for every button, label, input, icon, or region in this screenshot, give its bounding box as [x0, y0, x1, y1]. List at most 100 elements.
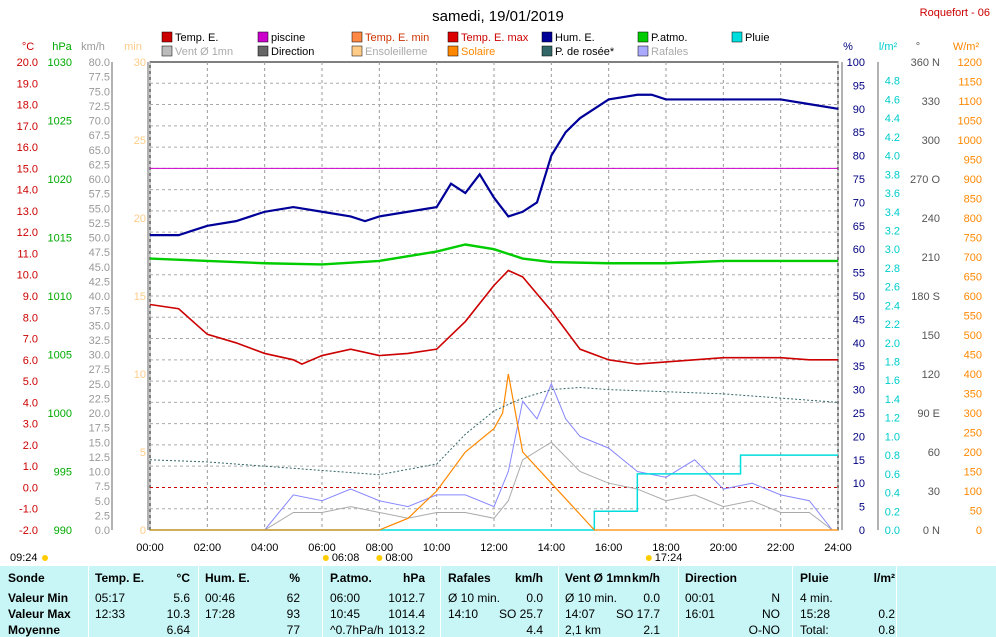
legend-swatch — [161, 45, 173, 57]
cell-right: 77 — [286, 623, 300, 637]
table-separator — [896, 566, 897, 637]
legend-label: P.atmo. — [651, 32, 688, 44]
axis-tick-7: 150 — [964, 467, 982, 479]
axis-tick-2: 70.0 — [89, 116, 110, 128]
axis-tick-7: 300 — [964, 408, 982, 420]
axis-tick-3: 5 — [140, 447, 146, 459]
axis-tick-0: 19.0 — [17, 78, 38, 90]
series-rafales — [150, 382, 838, 531]
axis-tick-2: 32.5 — [89, 335, 110, 347]
axis-tick-2: 62.5 — [89, 159, 110, 171]
cell-left: 17:28 — [205, 607, 236, 621]
axis-tick-7: 950 — [964, 155, 982, 167]
axis-tick-2: 7.5 — [95, 481, 110, 493]
axis-tick-7: 1150 — [958, 77, 982, 89]
axis-tick-3: 20 — [134, 213, 146, 225]
axis-tick-4: 40 — [853, 338, 865, 350]
axis-tick-2: 52.5 — [89, 218, 110, 230]
axis-tick-5: 3.4 — [885, 207, 900, 219]
axis-tick-1: 1015 — [48, 233, 72, 245]
header-0: Temp. E. — [95, 571, 145, 585]
axis-tick-5: 4.6 — [885, 94, 900, 106]
axis-tick-4: 10 — [853, 478, 865, 490]
legend-label: Ensoleilleme — [365, 46, 427, 58]
header-4: Vent Ø 1mn — [565, 571, 632, 585]
x-tick-label: 20:00 — [710, 542, 738, 554]
axis-tick-5: 1.4 — [885, 394, 900, 406]
axis-tick-5: 2.0 — [885, 338, 900, 350]
cell-right: 0.0 — [526, 591, 543, 605]
axis-tick-2: 27.5 — [89, 364, 110, 376]
axis-tick-2: 35.0 — [89, 320, 110, 332]
cell-right: 1012.7 — [388, 591, 425, 605]
axis-tick-0: 2.0 — [23, 440, 38, 452]
legend-swatch — [161, 31, 173, 43]
cell-left: 00:01 — [685, 591, 716, 605]
axis-tick-0: 4.0 — [23, 397, 38, 409]
axis-tick-2: 45.0 — [89, 262, 110, 274]
legend-swatch — [637, 31, 649, 43]
axis-tick-0: 20.0 — [17, 57, 38, 69]
legend-swatch — [257, 31, 269, 43]
cell-right: 62 — [286, 591, 300, 605]
header-sonde: Sonde — [8, 571, 45, 585]
axis-tick-6: 120 — [922, 369, 940, 381]
axis-tick-3: 10 — [134, 369, 146, 381]
axis-tick-5: 1.8 — [885, 357, 900, 369]
axis-tick-7: 600 — [964, 291, 982, 303]
axis-tick-7: 350 — [964, 389, 982, 401]
axis-tick-2: 47.5 — [89, 247, 110, 259]
axis-tick-0: 8.0 — [23, 312, 38, 324]
axis-tick-4: 25 — [853, 408, 865, 420]
legend-label: Rafales — [651, 46, 689, 58]
sun-mark-icon — [376, 555, 383, 561]
axis-tick-0: 1.0 — [23, 461, 38, 473]
legend-swatch — [447, 31, 459, 43]
axis-tick-0: 6.0 — [23, 355, 38, 367]
legend-label: Direction — [271, 46, 314, 58]
cell-left: Total: — [800, 623, 829, 637]
cell-left: ^0.7hPa/h — [330, 623, 384, 637]
axis-tick-5: 2.2 — [885, 319, 900, 331]
axis-tick-5: 0.2 — [885, 506, 900, 518]
axis-tick-6: 0 N — [923, 525, 940, 537]
axis-tick-0: 14.0 — [17, 185, 38, 197]
legend-label: Vent Ø 1mn — [175, 46, 233, 58]
header-unit-6: l/m² — [873, 571, 895, 585]
axis-tick-7: 0 — [976, 525, 982, 537]
axis-tick-2: 10.0 — [89, 467, 110, 479]
axis-tick-7: 850 — [964, 194, 982, 206]
table-separator — [322, 566, 323, 637]
axis-unit-2: km/h — [81, 41, 105, 53]
axis-tick-2: 20.0 — [89, 408, 110, 420]
axis-tick-3: 25 — [134, 135, 146, 147]
axis-tick-7: 400 — [964, 369, 982, 381]
cell-right: 6.64 — [166, 623, 190, 637]
cell-right: 4.4 — [526, 623, 543, 637]
header-unit-1: % — [289, 571, 300, 585]
axis-tick-7: 700 — [964, 252, 982, 264]
cell-right: 0.0 — [643, 591, 660, 605]
legend-label: Solaire — [461, 46, 495, 58]
axis-tick-2: 55.0 — [89, 203, 110, 215]
axis-tick-3: 15 — [134, 291, 146, 303]
row-label: Valeur Min — [8, 591, 69, 605]
axis-tick-0: 0.0 — [23, 482, 38, 494]
cell-right: 5.6 — [173, 591, 190, 605]
axis-tick-2: 77.5 — [89, 72, 110, 84]
summary-table: Sonde Temp. E. °C Hum. E.% P.atmo. hPa Rafales… — [0, 566, 996, 637]
x-tick-label: 14:00 — [538, 542, 566, 554]
axis-tick-2: 60.0 — [89, 174, 110, 186]
sun-icon — [42, 555, 48, 561]
row-label: Moyenne — [8, 623, 61, 637]
sun-mark-label: 08:00 — [385, 552, 413, 564]
header-unit-4: km/h — [631, 571, 660, 585]
x-tick-label: 02:00 — [194, 542, 222, 554]
axis-tick-6: 180 S — [911, 291, 940, 303]
axis-tick-0: 15.0 — [17, 163, 38, 175]
axis-unit-7: W/m² — [953, 41, 980, 53]
cell-right: 2.1 — [643, 623, 660, 637]
x-tick-label: 16:00 — [595, 542, 623, 554]
axis-tick-2: 17.5 — [89, 423, 110, 435]
axis-tick-4: 0 — [859, 525, 865, 537]
